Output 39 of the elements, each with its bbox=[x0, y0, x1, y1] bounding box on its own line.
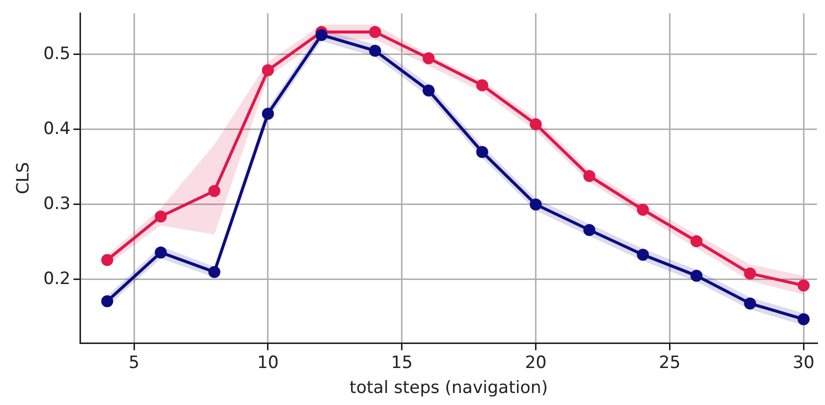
point bbox=[583, 170, 596, 182]
point bbox=[369, 44, 382, 57]
point bbox=[369, 26, 382, 38]
x-tick-label: 15 bbox=[391, 352, 413, 373]
point bbox=[154, 246, 167, 258]
point bbox=[636, 204, 649, 216]
point bbox=[798, 313, 810, 326]
point bbox=[583, 224, 596, 236]
point bbox=[476, 146, 488, 158]
point bbox=[690, 235, 702, 248]
x-tick-label: 10 bbox=[257, 352, 279, 373]
point bbox=[262, 108, 274, 120]
point bbox=[690, 270, 702, 282]
point bbox=[208, 266, 220, 278]
point bbox=[262, 64, 274, 76]
y-tick-label: 0.2 bbox=[43, 268, 70, 289]
point bbox=[101, 295, 114, 308]
x-tick-label: 20 bbox=[524, 352, 547, 373]
y-tick-label: 0.3 bbox=[43, 194, 70, 214]
point bbox=[798, 279, 810, 292]
point bbox=[422, 84, 435, 96]
point bbox=[744, 297, 756, 310]
point bbox=[154, 210, 167, 222]
point bbox=[530, 198, 542, 210]
x-tick-label: 30 bbox=[792, 352, 814, 373]
point bbox=[422, 52, 435, 64]
y-tick-label: 0.5 bbox=[43, 44, 70, 64]
point bbox=[208, 184, 220, 197]
y-tick-label: 0.4 bbox=[43, 118, 70, 139]
x-axis-title: total steps (navigation) bbox=[350, 378, 548, 398]
point bbox=[476, 79, 488, 92]
y-axis-title: CLS bbox=[14, 162, 34, 194]
point bbox=[315, 28, 328, 41]
point bbox=[636, 248, 649, 261]
point bbox=[530, 118, 542, 130]
x-tick-label: 5 bbox=[128, 352, 140, 373]
point bbox=[744, 267, 756, 280]
x-tick-label: 25 bbox=[658, 352, 681, 373]
point bbox=[101, 254, 114, 266]
